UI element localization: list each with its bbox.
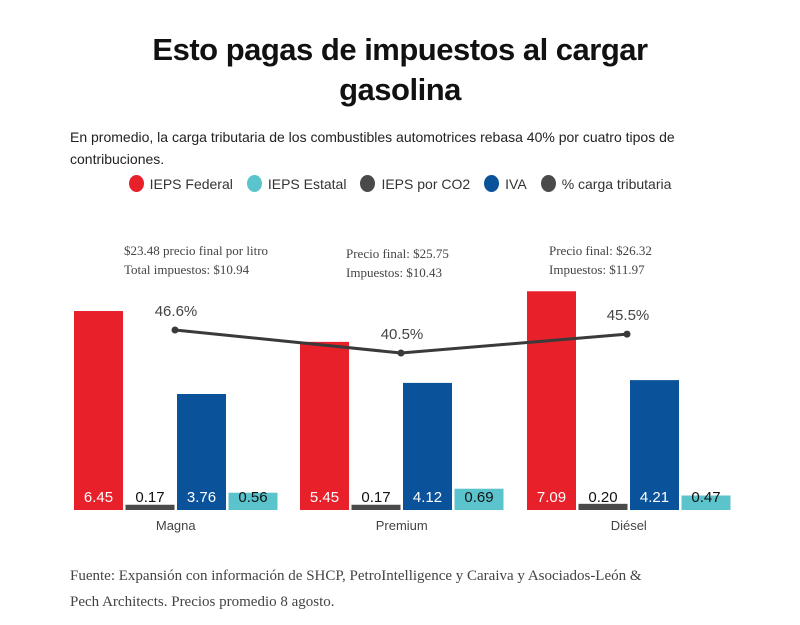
price-annotation: Total impuestos: $10.94 [124,262,250,277]
legend-label: IVA [505,175,527,192]
chart-title-line-2: gasolina [339,72,461,107]
bar-value-label: 4.21 [640,489,669,506]
bar-ieps-por-co2[interactable] [125,504,175,510]
bar-ieps-estatal[interactable] [228,492,278,510]
legend-swatch-icon [246,175,262,192]
category-label: Magna [156,518,197,533]
bar-ieps-federal[interactable] [74,311,123,510]
bar-value-label: 0.20 [588,489,617,506]
bar-iva[interactable] [403,382,452,510]
line-value-label: 40.5% [381,326,424,343]
bar-value-label: 0.47 [691,489,720,506]
price-annotation: $23.48 precio final por litro [124,243,268,258]
price-annotation: Impuestos: $10.43 [346,265,442,280]
bar-value-label: 0.69 [464,489,493,506]
bar-value-label: 7.09 [537,489,566,506]
line-point [397,349,405,357]
bar-value-label: 5.45 [310,489,339,506]
legend-swatch-icon [484,175,500,192]
bar-value-label: 0.17 [135,489,164,506]
line-value-label: 45.5% [607,307,650,324]
category-label: Premium [376,518,428,533]
legend-item-carga-tributaria[interactable]: % carga tributaria [540,175,672,192]
bar-value-label: 4.12 [413,489,442,506]
bar-ieps-federal[interactable] [300,341,349,510]
bar-ieps-estatal[interactable] [454,488,504,510]
legend-label: IEPS Federal [149,175,233,192]
price-annotation: Precio final: $25.75 [346,246,449,261]
chart-title: Esto pagas de impuestos al cargar gasoli… [0,30,800,110]
legend-swatch-icon [540,175,556,192]
line-point [171,326,179,334]
legend-item-iva[interactable]: IVA [484,175,527,192]
bar-iva[interactable] [177,394,226,510]
bar-ieps-por-co2[interactable] [578,503,628,510]
legend-label: % carga tributaria [561,175,672,192]
legend-item-ieps-estatal[interactable]: IEPS Estatal [246,175,347,192]
bar-iva[interactable] [630,380,679,510]
bar-ieps-federal[interactable] [527,291,576,510]
chart-title-line-1: Esto pagas de impuestos al cargar [152,32,648,67]
line-point [623,330,631,338]
bar-ieps-estatal[interactable] [681,495,731,510]
legend-item-ieps-federal[interactable]: IEPS Federal [128,175,233,192]
legend-label: IEPS Estatal [267,175,347,192]
category-label: Diésel [611,518,647,533]
bar-value-label: 0.56 [238,489,267,506]
bar-value-label: 3.76 [187,489,216,506]
legend: IEPS Federal IEPS Estatal IEPS por CO2 I… [0,175,800,192]
line-value-label: 46.6% [155,303,198,320]
legend-swatch-icon [128,175,144,192]
legend-swatch-icon [360,175,376,192]
legend-item-ieps-co2[interactable]: IEPS por CO2 [360,175,470,192]
bar-value-label: 0.17 [361,489,390,506]
chart-subtitle: En promedio, la carga tributaria de los … [70,129,675,167]
bar-value-label: 6.45 [84,489,113,506]
price-annotation: Precio final: $26.32 [549,243,652,258]
bar-ieps-por-co2[interactable] [351,504,401,510]
source-note: Fuente: Expansión con información de SHC… [70,568,642,610]
legend-label: IEPS por CO2 [381,175,471,192]
price-annotation: Impuestos: $11.97 [549,262,645,277]
